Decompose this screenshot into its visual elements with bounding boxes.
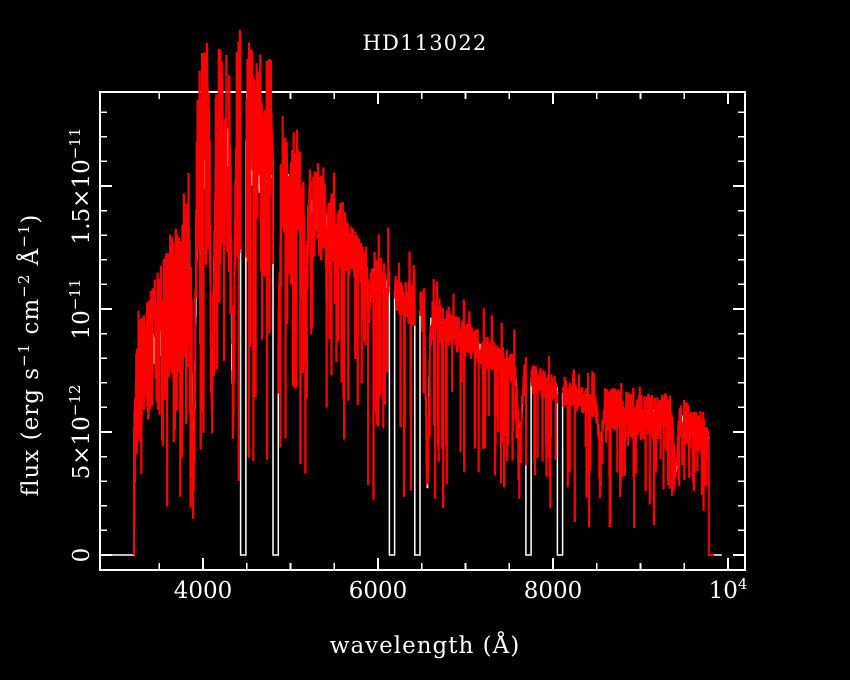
y-tick-label-5e-12: 5×10−12 bbox=[66, 385, 95, 480]
x-tick-label-10000: 104 bbox=[709, 575, 748, 604]
observed-spectrum-trace bbox=[132, 29, 714, 556]
y-axis-title-exp3: −1 bbox=[15, 224, 33, 248]
y-axis-title-mid1: cm bbox=[18, 298, 44, 343]
y-axis-title-exp2: −2 bbox=[15, 274, 33, 298]
x-tick-label-8000: 8000 bbox=[524, 578, 583, 604]
x-axis-title-unit: (Å) bbox=[483, 631, 521, 659]
y-axis-title: flux (erg s−1 cm−2 Å−1) bbox=[15, 214, 44, 497]
y-tick-label-1.5e-11: 1.5×10−11 bbox=[66, 128, 95, 245]
y-tick-1e11-exponent: −11 bbox=[66, 279, 84, 311]
y-tick-1e11-base: 10 bbox=[69, 310, 95, 339]
y-tick-15e12-exponent: −11 bbox=[66, 128, 84, 160]
x-tick-label-6000: 6000 bbox=[349, 578, 408, 604]
y-tick-15e12-base: 1.5×10 bbox=[69, 159, 95, 244]
y-tick-5e12-exponent: −12 bbox=[66, 385, 84, 417]
x-tick-10000-base: 10 bbox=[709, 578, 738, 604]
x-axis-ticks bbox=[158, 92, 729, 570]
x-tick-label-4000: 4000 bbox=[174, 578, 233, 604]
x-axis-title-name: wavelength bbox=[330, 633, 475, 659]
y-axis-title-exp1: −1 bbox=[15, 343, 33, 367]
plot-title: HD113022 bbox=[363, 31, 488, 55]
y-axis-title-mid2: Å bbox=[16, 248, 44, 274]
x-axis-title: wavelength (Å) bbox=[330, 631, 520, 659]
y-tick-5e12-base: 5×10 bbox=[69, 416, 95, 479]
y-tick-label-0: 0 bbox=[69, 548, 95, 563]
y-tick-label-1e-11: 10−11 bbox=[66, 279, 95, 340]
x-tick-10000-exponent: 4 bbox=[738, 575, 748, 593]
y-axis-title-suffix: ) bbox=[18, 214, 44, 224]
y-axis-title-prefix: flux (erg s bbox=[18, 367, 44, 496]
